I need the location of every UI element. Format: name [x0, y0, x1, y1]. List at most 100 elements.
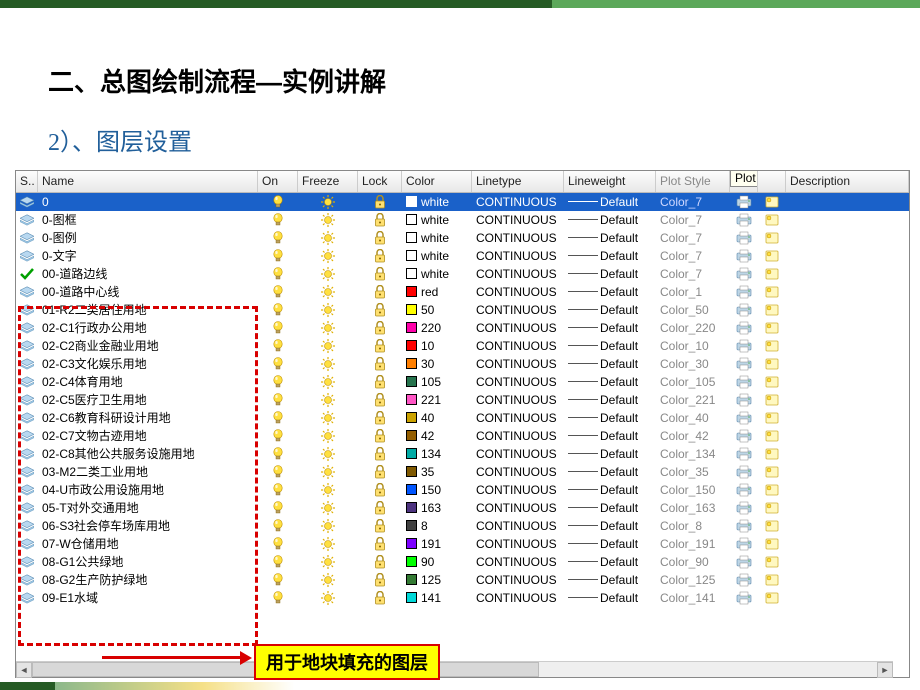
header-plot[interactable]: P.. Plot [730, 171, 758, 192]
on-bulb-icon[interactable] [272, 483, 284, 497]
on-bulb-icon[interactable] [272, 573, 284, 587]
newvp-freeze-icon[interactable] [764, 267, 780, 281]
lineweight-cell[interactable]: Default [564, 519, 656, 533]
lineweight-cell[interactable]: Default [564, 267, 656, 281]
freeze-sun-icon[interactable] [321, 465, 335, 479]
plot-printer-icon[interactable] [736, 429, 752, 443]
on-bulb-icon[interactable] [272, 429, 284, 443]
layer-name-cell[interactable]: 02-C5医疗卫生用地 [38, 391, 258, 408]
color-cell[interactable]: 10 [402, 339, 472, 353]
plotstyle-cell[interactable]: Color_7 [656, 249, 730, 263]
layer-name-cell[interactable]: 08-G1公共绿地 [38, 553, 258, 570]
header-freeze[interactable]: Freeze [298, 171, 358, 192]
horizontal-scrollbar[interactable]: ◄ ► [16, 661, 893, 677]
plotstyle-cell[interactable]: Color_8 [656, 519, 730, 533]
newvp-freeze-icon[interactable] [764, 213, 780, 227]
header-linetype[interactable]: Linetype [472, 171, 564, 192]
lineweight-cell[interactable]: Default [564, 447, 656, 461]
freeze-sun-icon[interactable] [321, 195, 335, 209]
freeze-sun-icon[interactable] [321, 303, 335, 317]
layer-row[interactable]: 03-M2二类工业用地 35 CONTINUOUS Default Color_… [16, 463, 909, 481]
newvp-freeze-icon[interactable] [764, 321, 780, 335]
header-description[interactable]: Description [786, 171, 909, 192]
color-cell[interactable]: 40 [402, 411, 472, 425]
plotstyle-cell[interactable]: Color_10 [656, 339, 730, 353]
on-bulb-icon[interactable] [272, 339, 284, 353]
newvp-freeze-icon[interactable] [764, 519, 780, 533]
lineweight-cell[interactable]: Default [564, 483, 656, 497]
lineweight-cell[interactable]: Default [564, 375, 656, 389]
plot-printer-icon[interactable] [736, 501, 752, 515]
plotstyle-cell[interactable]: Color_150 [656, 483, 730, 497]
color-cell[interactable]: 163 [402, 501, 472, 515]
lock-icon[interactable] [374, 393, 386, 407]
newvp-freeze-icon[interactable] [764, 573, 780, 587]
lock-icon[interactable] [374, 339, 386, 353]
freeze-sun-icon[interactable] [321, 285, 335, 299]
lock-icon[interactable] [374, 465, 386, 479]
color-cell[interactable]: white [402, 231, 472, 245]
on-bulb-icon[interactable] [272, 375, 284, 389]
plot-printer-icon[interactable] [736, 267, 752, 281]
newvp-freeze-icon[interactable] [764, 501, 780, 515]
linetype-cell[interactable]: CONTINUOUS [472, 321, 564, 335]
on-bulb-icon[interactable] [272, 591, 284, 605]
newvp-freeze-icon[interactable] [764, 249, 780, 263]
linetype-cell[interactable]: CONTINUOUS [472, 303, 564, 317]
lock-icon[interactable] [374, 357, 386, 371]
layer-name-cell[interactable]: 02-C2商业金融业用地 [38, 337, 258, 354]
layer-row[interactable]: 02-C3文化娱乐用地 30 CONTINUOUS Default Color_… [16, 355, 909, 373]
scroll-right-button[interactable]: ► [877, 662, 893, 678]
freeze-sun-icon[interactable] [321, 573, 335, 587]
newvp-freeze-icon[interactable] [764, 537, 780, 551]
freeze-sun-icon[interactable] [321, 537, 335, 551]
layer-name-cell[interactable]: 02-C1行政办公用地 [38, 319, 258, 336]
lineweight-cell[interactable]: Default [564, 195, 656, 209]
lineweight-cell[interactable]: Default [564, 465, 656, 479]
newvp-freeze-icon[interactable] [764, 393, 780, 407]
header-lock[interactable]: Lock [358, 171, 402, 192]
lineweight-cell[interactable]: Default [564, 231, 656, 245]
plotstyle-cell[interactable]: Color_125 [656, 573, 730, 587]
on-bulb-icon[interactable] [272, 303, 284, 317]
plot-printer-icon[interactable] [736, 213, 752, 227]
freeze-sun-icon[interactable] [321, 429, 335, 443]
layer-name-cell[interactable]: 00-道路中心线 [38, 283, 258, 300]
linetype-cell[interactable]: CONTINUOUS [472, 267, 564, 281]
lineweight-cell[interactable]: Default [564, 285, 656, 299]
color-cell[interactable]: red [402, 285, 472, 299]
lock-icon[interactable] [374, 213, 386, 227]
lock-icon[interactable] [374, 591, 386, 605]
layer-row[interactable]: 02-C8其他公共服务设施用地 134 CONTINUOUS Default C… [16, 445, 909, 463]
layer-row[interactable]: 0 white CONTINUOUS Default Color_7 [16, 193, 909, 211]
plotstyle-cell[interactable]: Color_141 [656, 591, 730, 605]
newvp-freeze-icon[interactable] [764, 465, 780, 479]
linetype-cell[interactable]: CONTINUOUS [472, 591, 564, 605]
lineweight-cell[interactable]: Default [564, 537, 656, 551]
color-cell[interactable]: 50 [402, 303, 472, 317]
color-cell[interactable]: 90 [402, 555, 472, 569]
plot-printer-icon[interactable] [736, 321, 752, 335]
header-lineweight[interactable]: Lineweight [564, 171, 656, 192]
newvp-freeze-icon[interactable] [764, 375, 780, 389]
lock-icon[interactable] [374, 285, 386, 299]
color-cell[interactable]: 125 [402, 573, 472, 587]
header-status[interactable]: S.. [16, 171, 38, 192]
layer-row[interactable]: 0-文字 white CONTINUOUS Default Color_7 [16, 247, 909, 265]
on-bulb-icon[interactable] [272, 213, 284, 227]
linetype-cell[interactable]: CONTINUOUS [472, 483, 564, 497]
plot-printer-icon[interactable] [736, 393, 752, 407]
lock-icon[interactable] [374, 249, 386, 263]
layer-name-cell[interactable]: 02-C4体育用地 [38, 373, 258, 390]
linetype-cell[interactable]: CONTINUOUS [472, 519, 564, 533]
lineweight-cell[interactable]: Default [564, 573, 656, 587]
lineweight-cell[interactable]: Default [564, 249, 656, 263]
lineweight-cell[interactable]: Default [564, 303, 656, 317]
on-bulb-icon[interactable] [272, 357, 284, 371]
layer-row[interactable]: 02-C5医疗卫生用地 221 CONTINUOUS Default Color… [16, 391, 909, 409]
plot-printer-icon[interactable] [736, 357, 752, 371]
color-cell[interactable]: 35 [402, 465, 472, 479]
scroll-track[interactable] [32, 662, 877, 677]
layer-name-cell[interactable]: 00-道路边线 [38, 265, 258, 282]
freeze-sun-icon[interactable] [321, 555, 335, 569]
